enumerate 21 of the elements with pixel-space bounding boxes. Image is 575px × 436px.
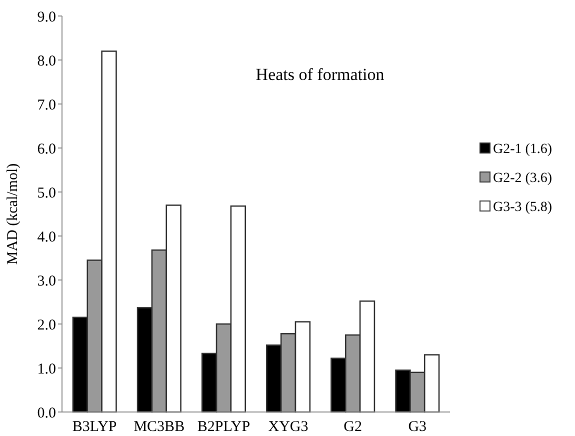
legend-label: G3-3 (5.8): [493, 200, 552, 215]
legend-label: G2-1 (1.6): [493, 142, 552, 157]
x-tick-label: G3: [408, 419, 427, 435]
y-tick-label: 0.0: [37, 405, 56, 422]
x-tick-label: XYG3: [268, 419, 308, 435]
y-tick-label: 4.0: [37, 229, 56, 246]
y-tick-label: 3.0: [37, 273, 56, 290]
x-tick-label: B2PLYP: [197, 419, 250, 435]
y-tick-label: 7.0: [37, 97, 56, 114]
y-tick-label: 5.0: [37, 185, 56, 202]
x-tick-label: MC3BB: [134, 419, 185, 435]
y-tick-label: 8.0: [37, 53, 56, 70]
text: Heats of formation: [256, 65, 385, 84]
y-tick-label: 9.0: [37, 9, 56, 26]
y-tick-label: 1.0: [37, 361, 56, 378]
y-tick-label: 2.0: [37, 317, 56, 334]
x-tick-label: B3LYP: [72, 419, 117, 435]
legend-label: G2-2 (3.6): [493, 170, 552, 186]
y-axis-title: MAD (kcal/mol): [5, 163, 21, 265]
y-tick-label: 6.0: [37, 141, 56, 158]
x-tick-label: G2: [344, 419, 362, 435]
